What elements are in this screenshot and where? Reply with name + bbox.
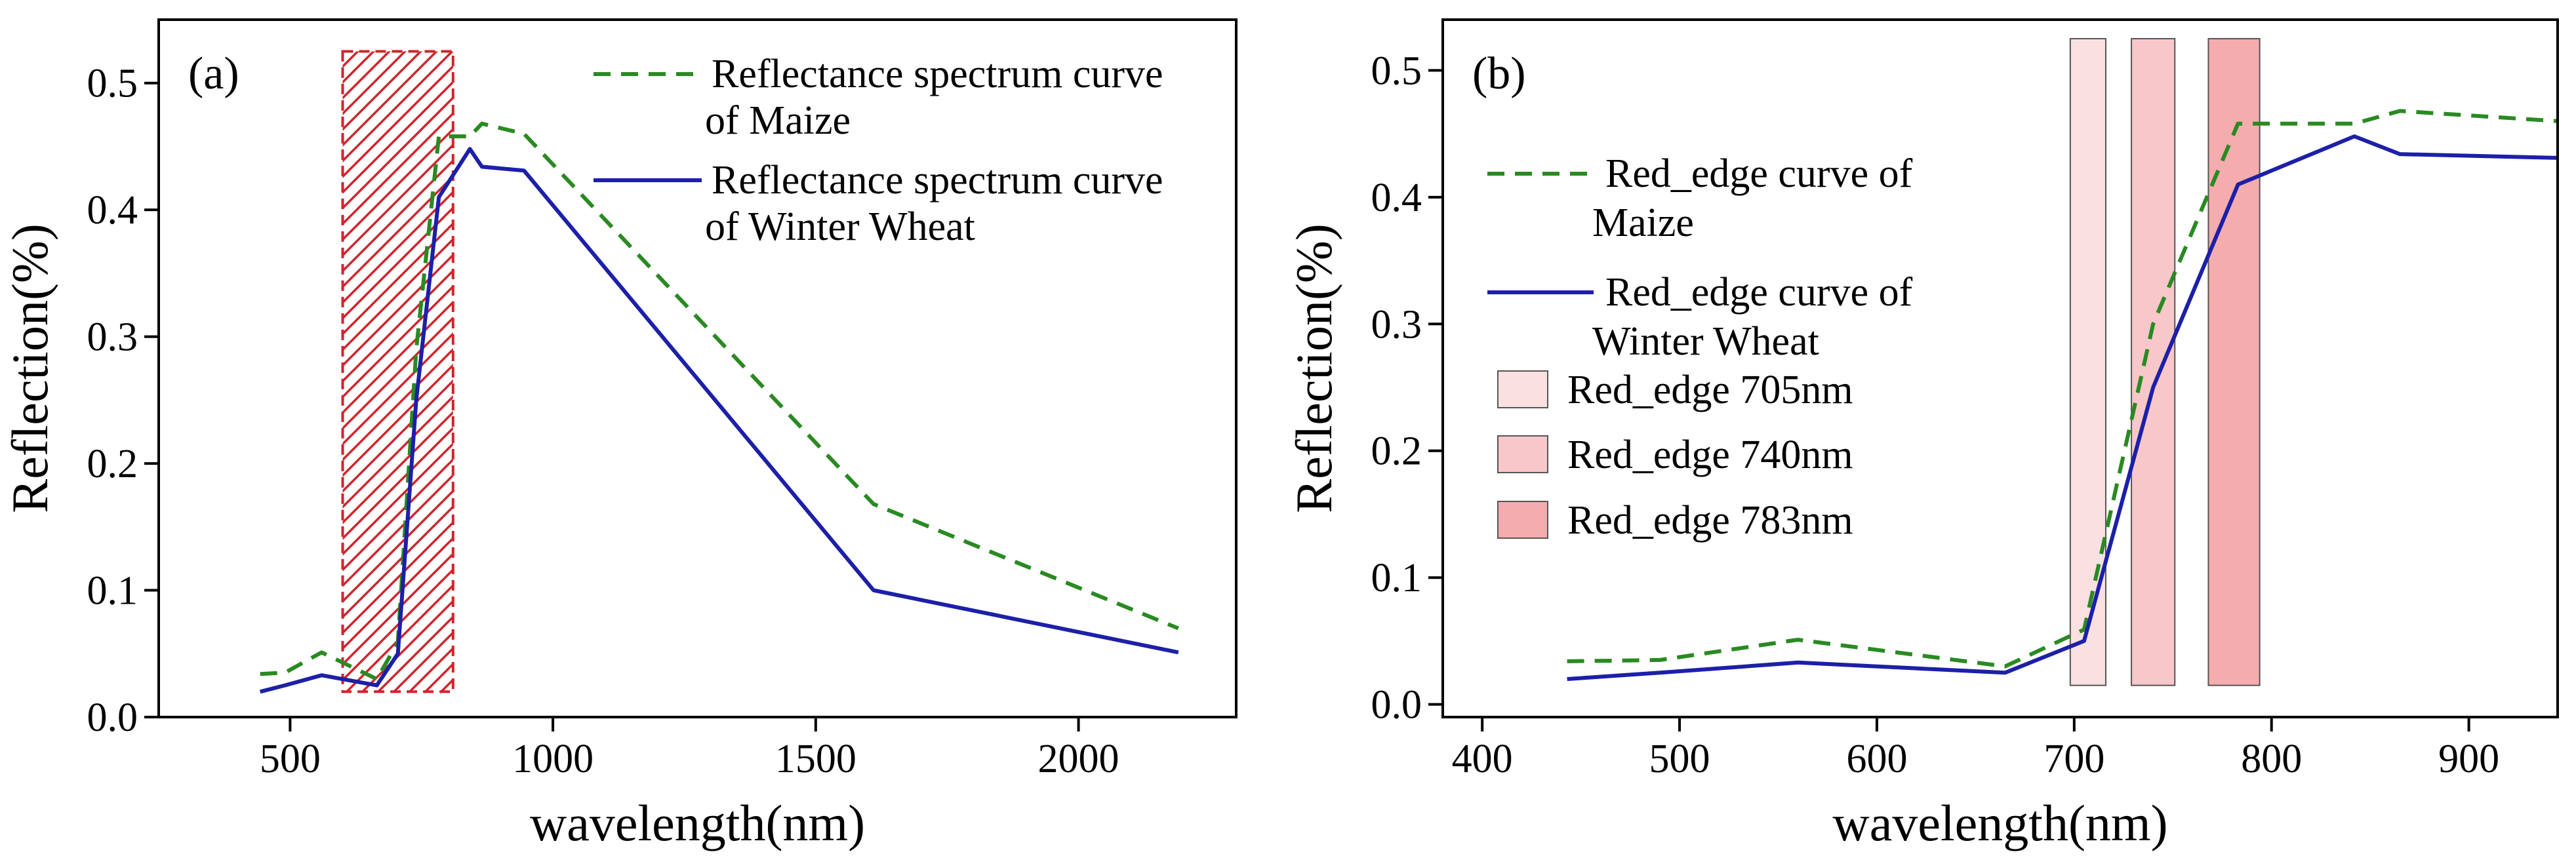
legend-label: of Maize <box>705 98 851 143</box>
y-tick-label: 0.1 <box>1371 556 1422 600</box>
panel-label: (a) <box>188 49 239 99</box>
x-tick-label: 500 <box>260 737 321 781</box>
y-axis-label: Reflection(%) <box>1 224 58 513</box>
legend-band-label: Red_edge 705nm <box>1567 368 1853 412</box>
y-tick-label: 0.5 <box>87 62 138 106</box>
series-line-winter-wheat <box>259 147 1179 694</box>
band-rect-2 <box>2207 38 2261 686</box>
x-tick-label: 500 <box>1649 737 1710 781</box>
plot-frame <box>1441 18 2559 718</box>
legend-band-swatch <box>1497 370 1548 408</box>
y-tick-label: 0.1 <box>87 569 138 614</box>
x-tick-label: 600 <box>1846 737 1907 781</box>
x-tick-label: 800 <box>2241 737 2302 781</box>
x-axis-label: wavelength(nm) <box>1832 794 2167 851</box>
y-axis-label: Reflection(%) <box>1285 224 1342 513</box>
y-tick-label: 0.0 <box>1371 683 1422 728</box>
band-rect-1 <box>2131 38 2176 686</box>
x-tick-label: 1500 <box>775 737 856 781</box>
legend-label: Maize <box>1592 201 1694 245</box>
legend-band-label: Red_edge 783nm <box>1567 498 1853 543</box>
series-line-maize <box>260 121 1179 681</box>
y-tick-label: 0.4 <box>87 188 138 233</box>
y-tick-label: 0.0 <box>87 695 138 740</box>
legend-label: Reflectance spectrum curve <box>712 158 1163 203</box>
chart-panel-b: 400 500 600 700 800 900 0.0 0.1 0.2 0.3 0.4 0.5 wave… <box>1285 18 2559 851</box>
y-tick-label: 0.4 <box>1371 176 1422 220</box>
panel-label: (b) <box>1472 49 1526 99</box>
y-tick-label: 0.2 <box>1371 429 1422 474</box>
chart-panel-a: 500 1000 1500 2000 0.0 0.1 0.2 0.3 0.4 0.5 wavelen… <box>1 18 1238 851</box>
y-tick-label: 0.5 <box>1371 49 1422 93</box>
y-tick-label: 0.2 <box>87 442 138 486</box>
x-tick-label: 700 <box>2043 737 2104 781</box>
x-tick-label: 1000 <box>512 737 594 781</box>
y-tick-label: 0.3 <box>1371 302 1422 347</box>
series-line-maize <box>1567 109 2558 669</box>
plot-frame <box>157 18 1238 718</box>
highlight-hatched-region <box>341 50 454 693</box>
legend-label: Red_edge curve of <box>1605 151 1913 196</box>
legend-label: Red_edge curve of <box>1605 270 1913 315</box>
x-axis-label: wavelength(nm) <box>530 794 865 851</box>
legend-label: of Winter Wheat <box>705 205 975 249</box>
series-line-winter-wheat <box>1567 134 2558 681</box>
x-tick-label: 400 <box>1452 737 1513 781</box>
x-tick-label: 900 <box>2438 737 2499 781</box>
y-tick-label: 0.3 <box>87 315 138 360</box>
legend-label: Reflectance spectrum curve <box>712 52 1163 96</box>
legend-band-swatch <box>1497 435 1548 473</box>
legend-band-label: Red_edge 740nm <box>1567 433 1853 477</box>
legend-band-swatch <box>1497 501 1548 539</box>
legend-label: Winter Wheat <box>1592 319 1819 364</box>
x-tick-label: 2000 <box>1038 737 1119 781</box>
